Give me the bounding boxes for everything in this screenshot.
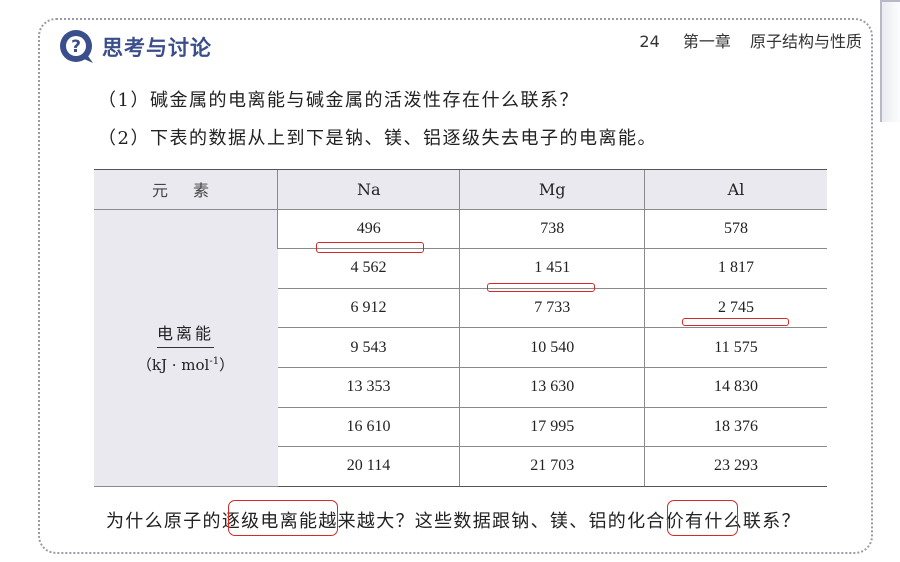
annotation-underline-na <box>316 242 424 253</box>
table-row: 电离能 （kJ · mol-1） 496 738 578 <box>94 209 827 487</box>
table-cell: 18 376 <box>644 407 827 448</box>
table-cell: 1 451 <box>459 248 645 289</box>
table-cell: 16 610 <box>277 407 460 448</box>
table-cell: 7 733 <box>459 288 645 329</box>
table-cell: 13 353 <box>277 367 460 408</box>
table-cell: 1 817 <box>644 248 827 289</box>
page-number: 24 <box>639 32 660 51</box>
table-header-row: 元 素 Na Mg Al <box>94 169 827 210</box>
table-cell: 738 <box>459 209 645 250</box>
table-cell: 4 562 <box>277 248 460 289</box>
table-cell: 13 630 <box>459 367 645 408</box>
ionization-energy-table: 元 素 Na Mg Al 电离能 （kJ · mol-1） 496 738 57… <box>94 169 827 487</box>
table-row: 6 912 7 733 2 745 <box>94 288 827 329</box>
running-head: 24 第一章 原子结构与性质 <box>639 28 862 52</box>
question-text-3: 有什么联系？ <box>685 511 801 532</box>
element-na: Na <box>276 169 460 210</box>
page-frame <box>38 18 873 554</box>
discussion-icon: ? <box>60 30 93 63</box>
element-mg: Mg <box>459 169 645 210</box>
chapter-label: 第一章 <box>682 32 731 51</box>
table-cell: 20 114 <box>277 446 460 487</box>
table-cell: 14 830 <box>644 367 827 408</box>
table-cell: 6 912 <box>277 288 460 329</box>
chapter-title: 原子结构与性质 <box>749 32 862 51</box>
discussion-question: 为什么原子的逐级电离能越来越大？这些数据跟钠、镁、铝的化合价有什么联系？ <box>106 507 801 533</box>
annotation-circle-ionization <box>228 500 338 536</box>
row-label-title: 电离能 <box>156 320 214 349</box>
highlight-successive-ionization: 逐级电离能 <box>221 511 319 532</box>
table-cell: 21 703 <box>459 446 645 487</box>
table-row: 16 610 17 995 18 376 <box>94 407 827 448</box>
row-label: 电离能 （kJ · mol-1） <box>94 209 278 487</box>
question-text-2: 越来越大？这些数据跟钠、镁、铝的 <box>318 511 628 532</box>
highlight-valence: 化合价 <box>627 511 686 532</box>
table-cell: 17 995 <box>459 407 645 448</box>
question-2: （2）下表的数据从上到下是钠、镁、铝逐级失去电子的电离能。 <box>98 128 657 149</box>
element-header: 元 素 <box>94 169 278 210</box>
table-row: 4 562 1 451 1 817 <box>94 248 827 289</box>
svg-text:?: ? <box>71 37 81 57</box>
table-cell: 9 543 <box>277 327 460 368</box>
annotation-underline-al <box>682 318 789 326</box>
table-cell: 10 540 <box>459 327 645 368</box>
section-title: 思考与讨论 <box>102 36 212 60</box>
question-1: （1）碱金属的电离能与碱金属的活泼性存在什么联系？ <box>98 90 579 111</box>
table-row: 20 114 21 703 23 293 <box>94 446 827 487</box>
table-cell: 578 <box>644 209 827 250</box>
element-al: Al <box>644 169 827 210</box>
row-label-unit: （kJ · mol-1） <box>136 356 235 375</box>
page-edge-tab <box>880 0 900 122</box>
table-cell: 23 293 <box>644 446 827 487</box>
table-row: 13 353 13 630 14 830 <box>94 367 827 408</box>
table-row: 9 543 10 540 11 575 <box>94 327 827 368</box>
annotation-underline-mg <box>487 283 595 292</box>
question-text-1: 为什么原子的 <box>106 511 222 532</box>
table-cell: 11 575 <box>644 327 827 368</box>
annotation-circle-valence <box>667 500 738 536</box>
table-cell: 2 745 <box>644 288 827 329</box>
